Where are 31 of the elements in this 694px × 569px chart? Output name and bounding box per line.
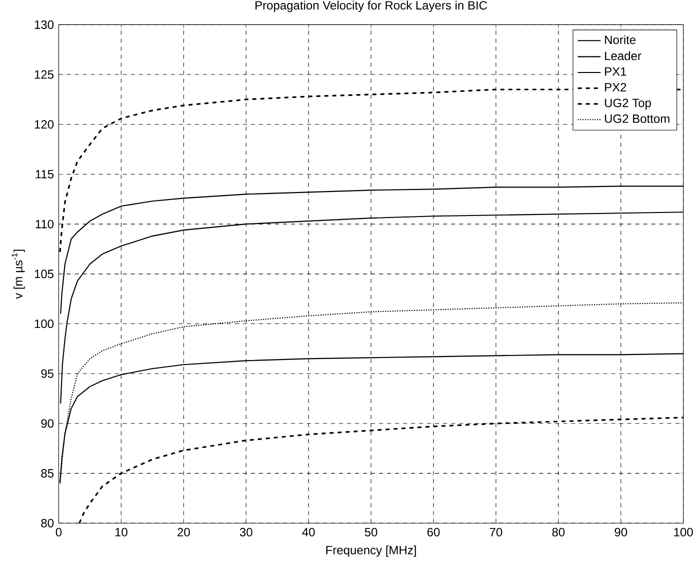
y-tick-label: 130 <box>34 20 54 30</box>
legend-label: Norite <box>605 36 636 44</box>
x-axis-title: Frequency [MHz] <box>326 546 416 557</box>
y-tick-label: 120 <box>34 120 54 129</box>
x-tick-label: 40 <box>302 528 315 537</box>
y-tick-label: 90 <box>41 419 54 428</box>
x-tick-label: 30 <box>240 528 252 537</box>
legend-label: UG2 Bottom <box>604 114 670 124</box>
y-tick-label: 100 <box>34 320 54 328</box>
x-tick-label: 10 <box>115 528 128 537</box>
y-tick-label: 85 <box>41 469 54 478</box>
x-tick-label: 80 <box>552 528 565 537</box>
x-tick-label: 100 <box>674 528 693 537</box>
x-tick-label: 90 <box>614 528 628 537</box>
y-tick-label: 95 <box>41 370 54 378</box>
y-tick-label: 115 <box>36 170 54 179</box>
chart-title: Propagation Velocity for Rock Layers in BIC <box>256 1 488 12</box>
x-tick-label: 70 <box>490 528 502 537</box>
legend-label: UG2 Top <box>604 98 651 110</box>
x-tick-label: 50 <box>364 528 378 537</box>
x-tick-label: 0 <box>56 528 62 537</box>
x-tick-label: 20 <box>178 528 190 537</box>
y-tick-label: 105 <box>34 270 54 278</box>
y-tick-label: 110 <box>36 220 54 229</box>
y-axis-title: v [m µs$^{-1}$] <box>12 250 25 300</box>
x-tick-label: 60 <box>427 528 440 537</box>
legend-label: PX1 <box>605 68 626 76</box>
legend-label: Leader <box>605 52 642 60</box>
y-tick-label: 80 <box>41 519 54 528</box>
y-tick-label: 125 <box>34 70 54 80</box>
legend-label: PX2 <box>605 83 626 92</box>
